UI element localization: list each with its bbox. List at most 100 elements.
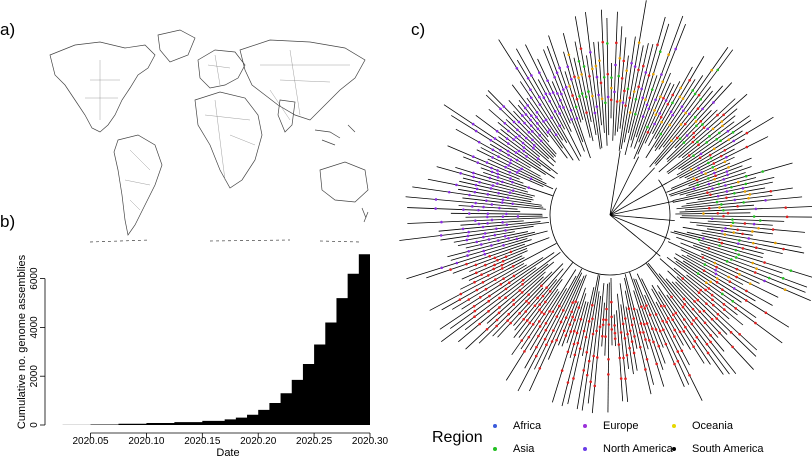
tree-tip-mark [507, 236, 510, 240]
tree-tip-mark [682, 330, 686, 333]
tree-tip-mark [782, 247, 785, 251]
tree-tip-mark [494, 278, 497, 281]
tree-tip-mark [668, 123, 672, 127]
tree-branch [680, 249, 779, 298]
tree-tip-mark [715, 137, 718, 141]
tree-tip-mark [666, 103, 670, 106]
tree-tip-mark [535, 111, 539, 114]
tree-branch [666, 109, 718, 160]
tree-tip-mark [674, 311, 678, 315]
tree-tip-mark [507, 164, 510, 167]
tree-tip-mark [671, 93, 675, 97]
tree-branch [486, 271, 546, 324]
tree-tip-mark [605, 307, 608, 311]
tree-tip-mark [634, 112, 637, 116]
tree-tip-mark [696, 183, 700, 187]
tree-tip-mark [744, 299, 748, 302]
tree-tip-mark [551, 91, 555, 94]
tree-tip-mark [564, 316, 568, 320]
tree-tip-mark [478, 180, 481, 184]
tree-tip-mark [714, 167, 718, 171]
tree-tip-mark [490, 203, 494, 206]
tree-tip-mark [502, 244, 505, 247]
tree-tip-mark [560, 369, 564, 372]
tree-tip-mark [702, 126, 706, 129]
tree-branch [637, 82, 671, 155]
tree-tip-mark [742, 201, 745, 204]
tree-tip-mark [566, 381, 570, 384]
tree-branch [487, 90, 554, 158]
tree-tip-mark [524, 136, 528, 140]
tree-tip-mark [533, 144, 536, 147]
tree-tip-mark [447, 190, 451, 194]
tree-tip-mark [575, 331, 579, 335]
tree-tip-mark [490, 166, 493, 170]
tree-tip-mark [658, 112, 662, 115]
tree-tip-mark [613, 324, 616, 327]
tree-tip-mark [725, 196, 728, 200]
tree-tip-mark [682, 109, 685, 112]
tree-spoke [609, 200, 674, 216]
tree-branch [399, 221, 550, 241]
tree-tip-mark [465, 262, 468, 266]
tree-tip-mark [643, 307, 647, 310]
tree-tip-mark [653, 109, 656, 112]
tree-tip-mark [725, 260, 729, 263]
tree-tip-mark [709, 193, 712, 197]
tree-branch [673, 230, 764, 254]
tree-spoke [609, 214, 671, 240]
tree-tip-mark [709, 156, 713, 160]
tree-tip-mark [655, 362, 658, 366]
tree-tip-mark [517, 169, 521, 172]
tree-tip-mark [644, 368, 647, 371]
tree-tip-mark [711, 298, 714, 302]
tree-tip-mark [682, 141, 686, 144]
tree-tip-mark [697, 166, 700, 170]
tree-tip-mark [542, 96, 546, 99]
tree-tip-mark [726, 173, 729, 177]
tree-tip-mark [679, 123, 683, 126]
tree-branch [597, 41, 605, 133]
tree-tip-mark [761, 170, 765, 173]
tree-tip-mark [691, 307, 695, 311]
tree-tip-mark [601, 334, 604, 338]
tree-tip-mark [707, 182, 711, 186]
tree-tip-mark [558, 112, 561, 115]
x-tick-label: 2020.25 [296, 436, 333, 447]
legend-swatch [672, 447, 676, 451]
tree-tip-mark [580, 92, 584, 95]
tree-tip-mark [637, 85, 640, 89]
tree-tip-mark [544, 92, 548, 96]
tree-tip-mark [610, 328, 614, 331]
tree-tip-mark [498, 306, 501, 309]
tree-tip-mark [678, 330, 682, 334]
tree-tip-mark [591, 303, 594, 307]
tree-tip-mark [718, 206, 721, 209]
tree-tip-mark [622, 59, 626, 63]
tree-tip-mark [518, 134, 521, 138]
tree-branch [658, 49, 734, 150]
tree-tip-mark [499, 107, 502, 111]
tree-tip-mark [716, 194, 720, 198]
tree-tip-mark [520, 339, 524, 342]
tree-tip-mark [722, 113, 725, 117]
tree-tip-mark [489, 138, 493, 142]
tree-tip-mark [574, 105, 578, 109]
tree-tip-mark [493, 137, 497, 140]
tree-branch [655, 301, 690, 366]
tree-tip-mark [696, 298, 700, 302]
tree-tip-mark [493, 233, 497, 237]
tree-branch [696, 224, 774, 235]
tree-branch [624, 274, 654, 385]
tree-tip-mark [752, 241, 755, 245]
tree-branch [624, 43, 654, 156]
tree-branch [681, 215, 812, 218]
tree-tip-mark [512, 120, 516, 124]
tree-tip-mark [754, 246, 758, 250]
tree-branch [460, 220, 524, 226]
tree-branch [439, 252, 555, 330]
tree-tip-mark [526, 76, 530, 80]
tree-tip-mark [692, 319, 695, 322]
tree-tip-mark [585, 111, 588, 114]
tree-branch [429, 243, 557, 311]
